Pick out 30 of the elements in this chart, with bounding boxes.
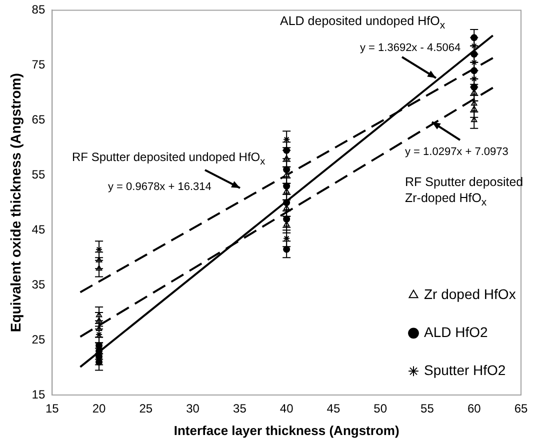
x-tick-label: 25 bbox=[139, 402, 153, 416]
annotation: ALD deposited undoped HfO$_{x}$ bbox=[280, 14, 446, 33]
annotation: y = 1.0297x + 7.0973 bbox=[405, 146, 510, 160]
y-tick-label: 45 bbox=[32, 222, 46, 236]
x-tick-label: 60 bbox=[467, 402, 482, 416]
annotation: y = 1.3692x - 4.5064 bbox=[360, 42, 462, 56]
x-tick-label: 65 bbox=[514, 402, 528, 416]
legend-label: Zr doped HfOx bbox=[424, 286, 516, 302]
x-tick-label: 55 bbox=[420, 402, 434, 416]
x-tick-label: 15 bbox=[45, 402, 60, 416]
x-tick-label: 40 bbox=[280, 402, 294, 416]
y-tick-label: 55 bbox=[32, 167, 46, 182]
y-tick-label: 15 bbox=[32, 387, 46, 402]
y-tick-label: 25 bbox=[32, 332, 46, 346]
legend-label: Sputter HfO2 bbox=[424, 362, 506, 378]
x-tick-label: 30 bbox=[186, 402, 200, 416]
x-tick-label: 45 bbox=[326, 402, 340, 416]
annotation: RF Sputter deposited Zr-doped HfO$_{x}$ bbox=[405, 175, 524, 210]
x-tick-label: 50 bbox=[374, 402, 388, 416]
annotation: RF Sputter deposited undoped HfO$_{x}$ bbox=[72, 150, 266, 169]
x-tick-label: 20 bbox=[92, 402, 106, 416]
y-axis-title: Equivalent oxide thickness (Angstrom) bbox=[7, 73, 24, 332]
y-tick-label: 65 bbox=[32, 112, 46, 126]
annotation: y = 0.9678x + 16.314 bbox=[108, 181, 212, 195]
y-tick-label: 75 bbox=[32, 57, 46, 72]
x-axis-title: Interface layer thickness (Angstrom) bbox=[174, 422, 400, 438]
y-tick-label: 35 bbox=[32, 277, 46, 292]
y-tick-label: 85 bbox=[32, 2, 46, 17]
x-tick-label: 35 bbox=[233, 402, 247, 416]
legend-label: ALD HfO2 bbox=[424, 324, 488, 340]
